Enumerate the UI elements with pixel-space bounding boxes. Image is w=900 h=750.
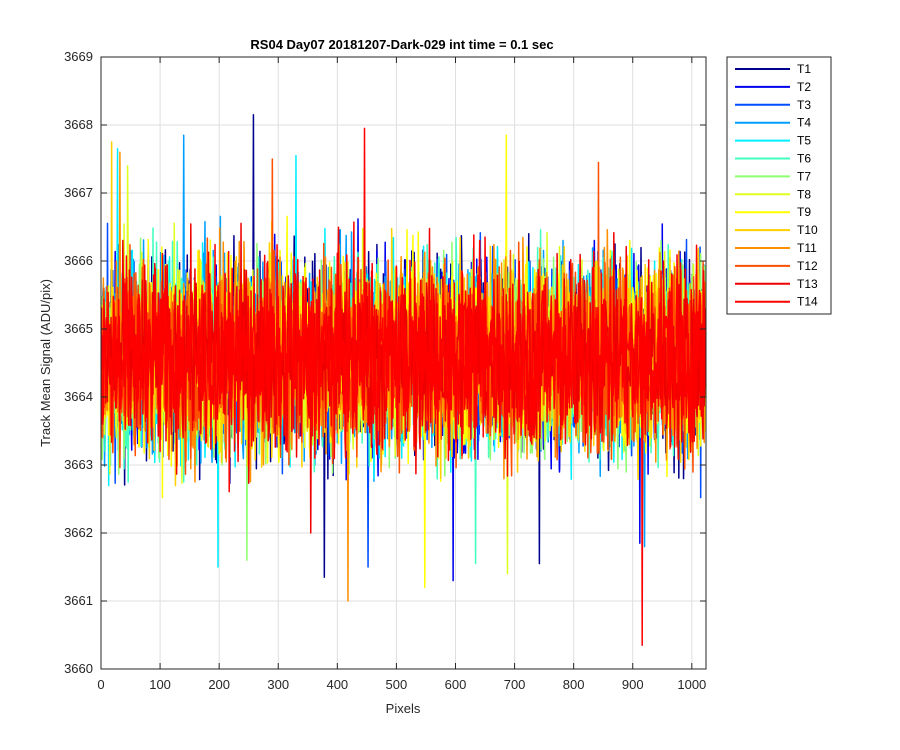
y-tick-label: 3664 — [64, 389, 93, 404]
x-axis: 0 100 200 300 400 500 600 700 800 900 1000 — [97, 57, 706, 692]
x-tick-label: 200 — [208, 677, 230, 692]
y-axis-label: Track Mean Signal (ADU/pix) — [38, 279, 53, 447]
chart-title: RS04 Day07 20181207-Dark-029 int time = … — [250, 37, 553, 52]
x-tick-label: 900 — [622, 677, 644, 692]
y-tick-label: 3669 — [64, 49, 93, 64]
x-axis-label: Pixels — [386, 701, 421, 716]
plot-area — [101, 114, 706, 646]
legend-label: T1 — [797, 62, 811, 76]
legend-label: T4 — [797, 116, 811, 130]
legend: T1 T2 T3 T4 T5 T6 T7 T8 T9 T10 T11 T12 T13 T14 — [726, 56, 832, 315]
x-tick-label: 0 — [97, 677, 104, 692]
y-tick-label: 3668 — [64, 117, 93, 132]
legend-label: T9 — [797, 205, 811, 219]
legend-box — [726, 56, 832, 315]
x-tick-label: 700 — [504, 677, 526, 692]
series-line-T14 — [101, 127, 706, 646]
legend-label: T13 — [797, 277, 818, 291]
legend-label: T5 — [797, 134, 811, 148]
x-tick-label: 100 — [149, 677, 171, 692]
y-axis: 3660 3661 3662 3663 3664 3665 3666 3667 3668 3669 — [64, 49, 706, 676]
legend-label: T7 — [797, 169, 811, 183]
legend-label: T8 — [797, 187, 811, 201]
x-tick-label: 300 — [267, 677, 289, 692]
y-tick-label: 3663 — [64, 457, 93, 472]
legend-label: T10 — [797, 223, 818, 237]
axes-box — [100, 56, 707, 670]
x-tick-label: 600 — [445, 677, 467, 692]
legend-label: T12 — [797, 259, 818, 273]
x-tick-label: 400 — [326, 677, 348, 692]
legend-label: T11 — [797, 241, 817, 255]
legend-label: T6 — [797, 152, 811, 166]
y-tick-label: 3667 — [64, 185, 93, 200]
y-tick-label: 3661 — [64, 593, 93, 608]
legend-label: T2 — [797, 80, 811, 94]
legend-label: T3 — [797, 98, 811, 112]
series-layer — [101, 114, 706, 646]
y-tick-label: 3662 — [64, 525, 93, 540]
x-tick-label: 800 — [563, 677, 585, 692]
y-tick-label: 3665 — [64, 321, 93, 336]
legend-label: T14 — [797, 295, 818, 309]
y-tick-label: 3660 — [64, 661, 93, 676]
y-tick-label: 3666 — [64, 253, 93, 268]
x-tick-label: 500 — [386, 677, 408, 692]
x-tick-label: 1000 — [677, 677, 706, 692]
